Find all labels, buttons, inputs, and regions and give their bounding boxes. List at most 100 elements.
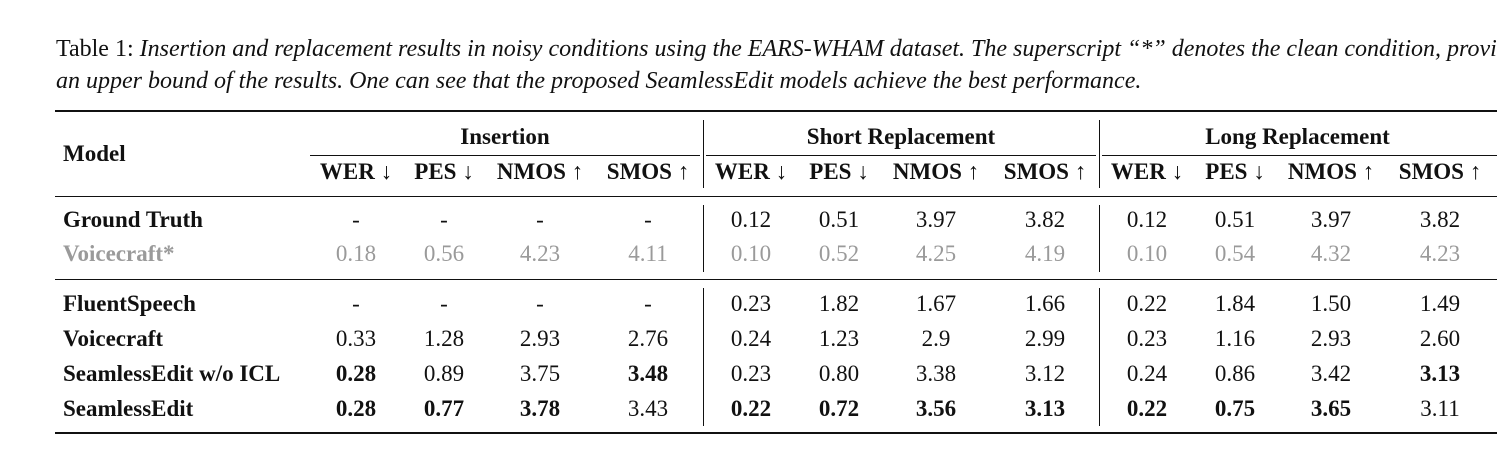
cell: 4.32 xyxy=(1310,241,1352,266)
model-header: Model xyxy=(63,141,126,166)
cell: 0.12 xyxy=(1126,207,1168,232)
rule xyxy=(706,155,1096,156)
cell: 0.22 xyxy=(1126,396,1168,421)
cell: 0.28 xyxy=(335,361,377,386)
cell: 0.51 xyxy=(818,207,860,232)
cell: 4.23 xyxy=(519,241,561,266)
metric-header: WER ↓ xyxy=(1110,159,1184,184)
cell: - xyxy=(440,207,448,232)
metric-header: SMOS ↑ xyxy=(1003,159,1087,184)
rule xyxy=(1099,288,1100,426)
rule xyxy=(55,110,1497,112)
rule xyxy=(1099,205,1100,272)
cell: 2.99 xyxy=(1024,326,1066,351)
metric-header: PES ↓ xyxy=(1205,159,1265,184)
cell: 2.93 xyxy=(519,326,561,351)
metric-header: NMOS ↑ xyxy=(1287,159,1375,184)
cell: 3.56 xyxy=(915,396,957,421)
cell: 0.80 xyxy=(818,361,860,386)
cell: 0.28 xyxy=(335,396,377,421)
model-name: FluentSpeech xyxy=(63,291,196,316)
cell: 3.43 xyxy=(627,396,669,421)
cell: 1.16 xyxy=(1214,326,1256,351)
cell: - xyxy=(440,291,448,316)
cell: - xyxy=(644,291,652,316)
group-header: Short Replacement xyxy=(806,124,996,149)
cell: 0.12 xyxy=(730,207,772,232)
rule xyxy=(310,155,700,156)
rule xyxy=(703,205,704,272)
cell: 0.89 xyxy=(423,361,465,386)
cell: 0.56 xyxy=(423,241,465,266)
cell: 3.11 xyxy=(1420,396,1460,421)
cell: 0.10 xyxy=(1126,241,1168,266)
cell: 3.42 xyxy=(1310,361,1352,386)
cell: 0.86 xyxy=(1214,361,1256,386)
cell: 3.12 xyxy=(1024,361,1066,386)
rule xyxy=(1102,155,1497,156)
rule xyxy=(55,279,1497,280)
metric-header: PES ↓ xyxy=(809,159,869,184)
cell: 1.84 xyxy=(1214,291,1256,316)
cell: 4.11 xyxy=(628,241,668,266)
cell: 4.23 xyxy=(1419,241,1461,266)
cell: 0.22 xyxy=(1126,291,1168,316)
cell: 3.82 xyxy=(1419,207,1461,232)
rule xyxy=(703,120,704,188)
caption: Table 1: Insertion and replacement resul… xyxy=(56,33,1497,97)
cell: 0.77 xyxy=(423,396,465,421)
cell: 2.93 xyxy=(1310,326,1352,351)
model-name: Voicecraft xyxy=(63,326,164,351)
cell: 1.66 xyxy=(1024,291,1066,316)
cell: 3.82 xyxy=(1024,207,1066,232)
group-header: Long Replacement xyxy=(1205,124,1390,149)
cell: 3.38 xyxy=(915,361,957,386)
cell: - xyxy=(352,291,360,316)
cell: 0.24 xyxy=(1126,361,1168,386)
cell: 1.49 xyxy=(1419,291,1461,316)
cell: 3.48 xyxy=(627,361,669,386)
cell: 3.13 xyxy=(1419,361,1461,386)
cell: 0.23 xyxy=(730,291,772,316)
cell: 0.72 xyxy=(818,396,860,421)
cell: 3.97 xyxy=(1310,207,1352,232)
cell: 0.23 xyxy=(1126,326,1168,351)
cell: 1.67 xyxy=(915,291,957,316)
metric-header: WER ↓ xyxy=(319,159,393,184)
cell: 3.75 xyxy=(519,361,561,386)
group-header: Insertion xyxy=(460,124,550,149)
model-name: SeamlessEdit w/o ICL xyxy=(63,361,281,386)
rule xyxy=(1099,120,1100,188)
rule xyxy=(55,196,1497,197)
metric-header: SMOS ↑ xyxy=(1398,159,1482,184)
cell: 3.13 xyxy=(1024,396,1066,421)
metric-header: PES ↓ xyxy=(414,159,474,184)
cell: 0.75 xyxy=(1214,396,1256,421)
model-name: Ground Truth xyxy=(63,207,203,232)
cell: 2.76 xyxy=(627,326,669,351)
cell: 3.65 xyxy=(1310,396,1352,421)
rule xyxy=(55,432,1497,434)
cell: 0.23 xyxy=(730,361,772,386)
cell: - xyxy=(536,291,544,316)
cell: 0.10 xyxy=(730,241,772,266)
caption-text: Insertion and replacement results in noi… xyxy=(56,36,1497,94)
cell: 1.50 xyxy=(1310,291,1352,316)
cell: - xyxy=(352,207,360,232)
cell: 0.33 xyxy=(335,326,377,351)
cell: 0.22 xyxy=(730,396,772,421)
caption-label: Table 1: xyxy=(56,36,134,62)
cell: 1.23 xyxy=(818,326,860,351)
metric-header: WER ↓ xyxy=(714,159,788,184)
cell: 2.9 xyxy=(921,326,951,351)
metric-header: NMOS ↑ xyxy=(496,159,584,184)
cell: 4.19 xyxy=(1024,241,1066,266)
cell: 1.28 xyxy=(423,326,465,351)
cell: 3.97 xyxy=(915,207,957,232)
cell: 2.60 xyxy=(1419,326,1461,351)
cell: 0.24 xyxy=(730,326,772,351)
cell: 0.52 xyxy=(818,241,860,266)
rule xyxy=(703,288,704,426)
cell: - xyxy=(536,207,544,232)
